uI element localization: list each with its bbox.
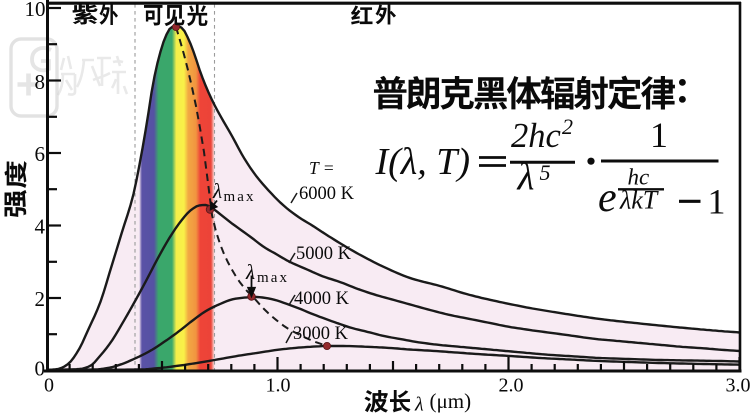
svg-text:3000 K: 3000 K — [293, 324, 349, 344]
svg-text:λ: λ — [414, 394, 424, 413]
svg-text:2.0: 2.0 — [499, 375, 524, 397]
svg-text:hc: hc — [628, 165, 650, 190]
svg-text:4000 K: 4000 K — [294, 289, 350, 309]
svg-text:5000 K: 5000 K — [296, 244, 352, 264]
svg-text:4: 4 — [35, 215, 46, 239]
svg-text:8: 8 — [35, 70, 46, 94]
svg-text:0: 0 — [44, 375, 54, 397]
svg-text:e: e — [598, 175, 617, 221]
svg-text:3.0: 3.0 — [726, 375, 750, 397]
svg-text:1: 1 — [650, 115, 668, 155]
svg-text:6000 K: 6000 K — [299, 184, 355, 204]
svg-text:1.0: 1.0 — [266, 375, 291, 397]
svg-text:10: 10 — [25, 0, 46, 21]
svg-text:2: 2 — [562, 114, 573, 139]
svg-text:(μm): (μm) — [430, 389, 472, 413]
svg-text:1: 1 — [708, 182, 726, 222]
svg-text:0: 0 — [35, 357, 46, 381]
svg-text:6: 6 — [35, 142, 46, 166]
svg-text:λ: λ — [245, 260, 255, 284]
svg-text:λ: λ — [517, 156, 535, 199]
svg-text:I(λ, T): I(λ, T) — [375, 141, 471, 183]
svg-text:max: max — [257, 270, 288, 286]
svg-text:2: 2 — [35, 287, 46, 311]
svg-text:T =: T = — [309, 158, 335, 178]
svg-text:5: 5 — [540, 160, 551, 185]
svg-text:2hc: 2hc — [511, 117, 561, 155]
svg-text:λ: λ — [212, 179, 222, 203]
svg-text:max: max — [224, 189, 255, 205]
